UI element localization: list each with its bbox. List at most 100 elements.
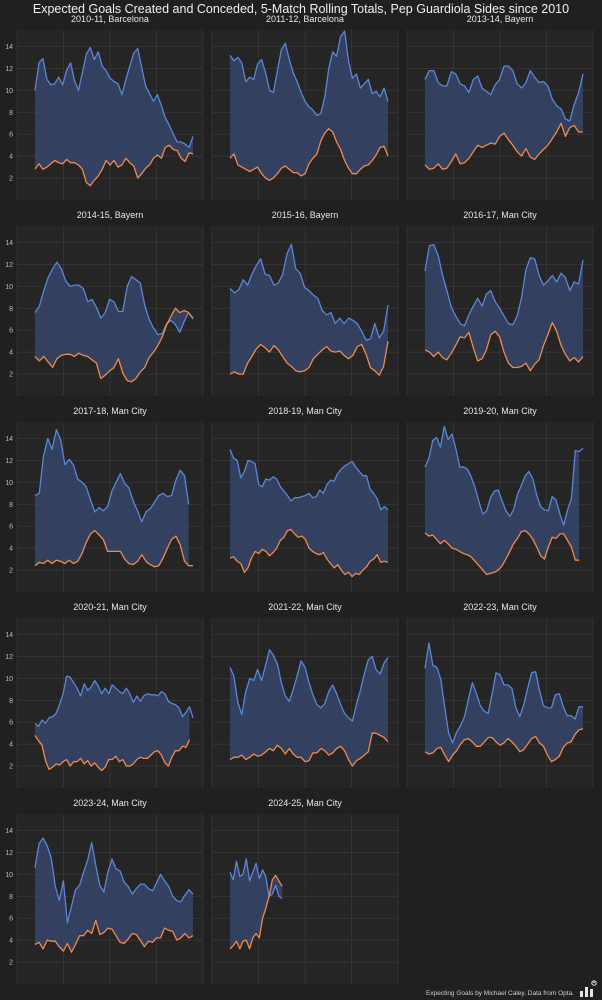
panel-5: 2015-16, Bayern [211, 210, 399, 396]
y-tick-label: 8 [9, 894, 13, 901]
y-tick-label: 2 [9, 960, 13, 967]
panel-14: 2024-25, Man City [211, 798, 399, 984]
y-tick-label: 10 [5, 872, 13, 879]
y-tick-label: 14 [5, 632, 13, 639]
bar-chart-icon [580, 980, 597, 997]
y-tick-label: 4 [9, 938, 13, 945]
xg-difference-area [230, 649, 388, 767]
panel-title: 2017-18, Man City [73, 406, 147, 416]
xg-created-line [424, 65, 584, 122]
y-tick-label: 6 [9, 328, 13, 335]
xg-created-line [34, 675, 194, 728]
y-tick-label: 4 [9, 546, 13, 553]
y-tick-label: 10 [5, 88, 13, 95]
xg-conceded-line [229, 128, 389, 181]
panel-13: 2 4 6 8 10 12 14 2023-24, Man City [5, 798, 204, 984]
panel-4: 2 4 6 8 10 12 14 2014-15, Bayern [5, 210, 204, 396]
y-tick-label: 6 [9, 132, 13, 139]
xg-conceded-line [424, 321, 584, 372]
y-tick-label: 12 [5, 66, 13, 73]
panel-6: 2016-17, Man City [406, 210, 594, 396]
xg-difference-area [35, 429, 189, 567]
panel-title: 2022-23, Man City [463, 602, 537, 612]
panel-title: 2013-14, Bayern [467, 14, 534, 24]
panel-title: 2021-22, Man City [268, 602, 342, 612]
xg-difference-area [35, 676, 190, 771]
xg-conceded-line [34, 735, 191, 772]
xg-difference-area [425, 643, 583, 762]
y-tick-label: 14 [5, 828, 13, 835]
xg-created-line [34, 429, 190, 523]
panel-title: 2018-19, Man City [268, 406, 342, 416]
xg-conceded-line [229, 341, 389, 376]
panel-2: 2011-12, Barcelona [211, 14, 399, 200]
xg-difference-area [425, 244, 583, 371]
xg-conceded-line [424, 122, 583, 170]
panel-title: 2014-15, Bayern [77, 210, 144, 220]
xg-created-line [229, 649, 389, 722]
panel-title: 2016-17, Man City [463, 210, 537, 220]
y-tick-label: 14 [5, 436, 13, 443]
y-tick-label: 4 [9, 350, 13, 357]
xg-conceded-line [424, 728, 584, 763]
panel-title: 2015-16, Bayern [272, 210, 339, 220]
panel-12: 2022-23, Man City [406, 602, 594, 788]
panel-7: 2 4 6 8 10 12 14 2017-18, Man City [5, 406, 204, 592]
xg-difference-area [425, 66, 583, 170]
panel-11: 2021-22, Man City [211, 602, 399, 788]
xg-conceded-line [34, 919, 194, 953]
panel-title: 2011-12, Barcelona [266, 14, 344, 24]
xg-difference-area [35, 838, 193, 953]
xg-difference-area [230, 859, 283, 949]
panel-title: 2020-21, Man City [73, 602, 147, 612]
y-tick-label: 14 [5, 44, 13, 51]
xg-conceded-line [34, 529, 193, 568]
xg-created-line [229, 30, 389, 117]
xg-created-line [424, 425, 584, 526]
xg-conceded-line [229, 732, 389, 767]
y-tick-label: 8 [9, 698, 13, 705]
panel-title: 2019-20, Man City [463, 406, 537, 416]
y-tick-label: 8 [9, 502, 13, 509]
xg-difference-area [230, 449, 388, 577]
y-tick-label: 6 [9, 916, 13, 923]
y-tick-label: 12 [5, 850, 13, 857]
panel-10: 2 4 6 8 10 12 14 2020-21, Man City [5, 602, 204, 788]
xg-created-line [424, 243, 584, 327]
y-tick-label: 12 [5, 262, 13, 269]
panel-title: 2010-11, Barcelona [71, 14, 149, 24]
panel-9: 2019-20, Man City [406, 406, 594, 592]
panel-title: 2023-24, Man City [73, 798, 147, 808]
y-tick-label: 10 [5, 284, 13, 291]
xg-difference-area [425, 426, 580, 575]
xg-conceded-line [34, 144, 194, 187]
y-tick-label: 6 [9, 524, 13, 531]
y-tick-label: 4 [9, 154, 13, 161]
xg-created-line [229, 243, 389, 341]
xg-conceded-line [229, 874, 283, 950]
y-tick-label: 10 [5, 676, 13, 683]
y-tick-label: 8 [9, 306, 13, 313]
xg-difference-area [230, 31, 388, 181]
xg-created-line [424, 642, 583, 744]
chart-title: Expected Goals Created and Conceded, 5-M… [32, 2, 570, 16]
y-tick-label: 2 [9, 764, 13, 771]
footer-credit: Expecting Goals by Michael Caley. Data f… [426, 990, 574, 997]
y-tick-label: 2 [9, 176, 13, 183]
y-tick-label: 8 [9, 110, 13, 117]
y-tick-label: 2 [9, 568, 13, 575]
xg-conceded-line [229, 528, 389, 578]
y-tick-label: 14 [5, 240, 13, 247]
xg-conceded-line [424, 529, 580, 576]
xg-difference-area [230, 244, 388, 376]
y-tick-label: 12 [5, 458, 13, 465]
panel-3: 2013-14, Bayern [406, 14, 594, 200]
y-tick-label: 2 [9, 372, 13, 379]
y-tick-label: 4 [9, 742, 13, 749]
xg-created-line [229, 858, 283, 900]
panel-title: 2024-25, Man City [268, 798, 342, 808]
xg-conceded-line [34, 307, 194, 383]
xg-created-line [34, 837, 194, 924]
xg-created-line [229, 449, 389, 511]
